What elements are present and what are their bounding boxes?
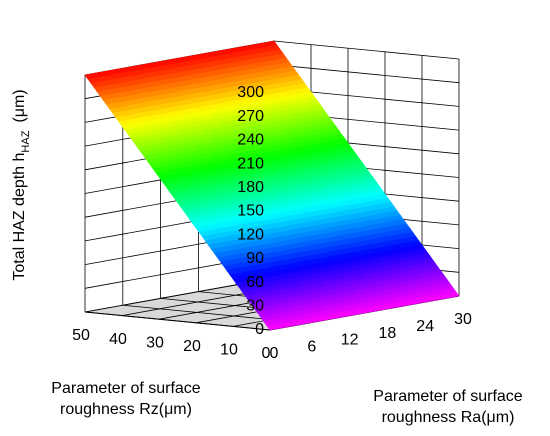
z-tick-label: 0 bbox=[255, 321, 264, 338]
x-axis-title-line-1: Parameter of surface bbox=[51, 380, 201, 397]
surface-cell bbox=[266, 319, 303, 331]
z-tick-label: 30 bbox=[246, 298, 264, 315]
x-axis-title-line-2: roughness Rz(μm) bbox=[60, 401, 192, 418]
y-tick-label: 0 bbox=[270, 345, 279, 362]
grid-line-z bbox=[273, 40, 460, 60]
z-tick-label: 180 bbox=[237, 179, 264, 196]
z-tick-label: 270 bbox=[237, 108, 264, 125]
grid-line-z bbox=[273, 64, 460, 84]
z-axis-title-subscript: HAZ bbox=[20, 130, 32, 152]
z-tick-label: 210 bbox=[237, 155, 264, 172]
y-tick-label: 18 bbox=[379, 325, 397, 342]
x-tick-label: 10 bbox=[220, 342, 238, 359]
x-tick-label: 30 bbox=[146, 334, 164, 351]
y-tick-label: 24 bbox=[416, 318, 434, 335]
y-axis-title-line-2: roughness Ra(μm) bbox=[382, 409, 515, 426]
z-tick-label: 150 bbox=[237, 203, 264, 220]
x-tick-label: 0 bbox=[262, 345, 271, 362]
z-tick-label: 60 bbox=[246, 274, 264, 291]
z-tick-label: 90 bbox=[246, 250, 264, 267]
z-tick-label: 240 bbox=[237, 132, 264, 149]
y-tick-label: 30 bbox=[454, 311, 472, 328]
y-axis-title-line-1: Parameter of surface bbox=[373, 388, 523, 405]
z-axis-title-main: Total HAZ depth h bbox=[11, 153, 28, 281]
z-axis-title: Total HAZ depth hHAZ (μm) bbox=[11, 89, 32, 280]
x-tick-label: 20 bbox=[183, 338, 201, 355]
z-tick-label: 120 bbox=[237, 226, 264, 243]
tick-labels: 0 30 60 90 120 150 180 210 240 270 300 0 10 20 30 40 50 0… bbox=[72, 84, 472, 362]
y-tick-label: 6 bbox=[307, 338, 316, 355]
y-tick-label: 12 bbox=[341, 332, 359, 349]
z-tick-label: 300 bbox=[237, 84, 264, 101]
x-tick-label: 40 bbox=[109, 331, 127, 348]
frame-edge bbox=[84, 311, 271, 331]
z-axis-title-unit: (μm) bbox=[11, 89, 28, 122]
x-tick-label: 50 bbox=[72, 327, 90, 344]
surface-plot bbox=[84, 40, 460, 331]
